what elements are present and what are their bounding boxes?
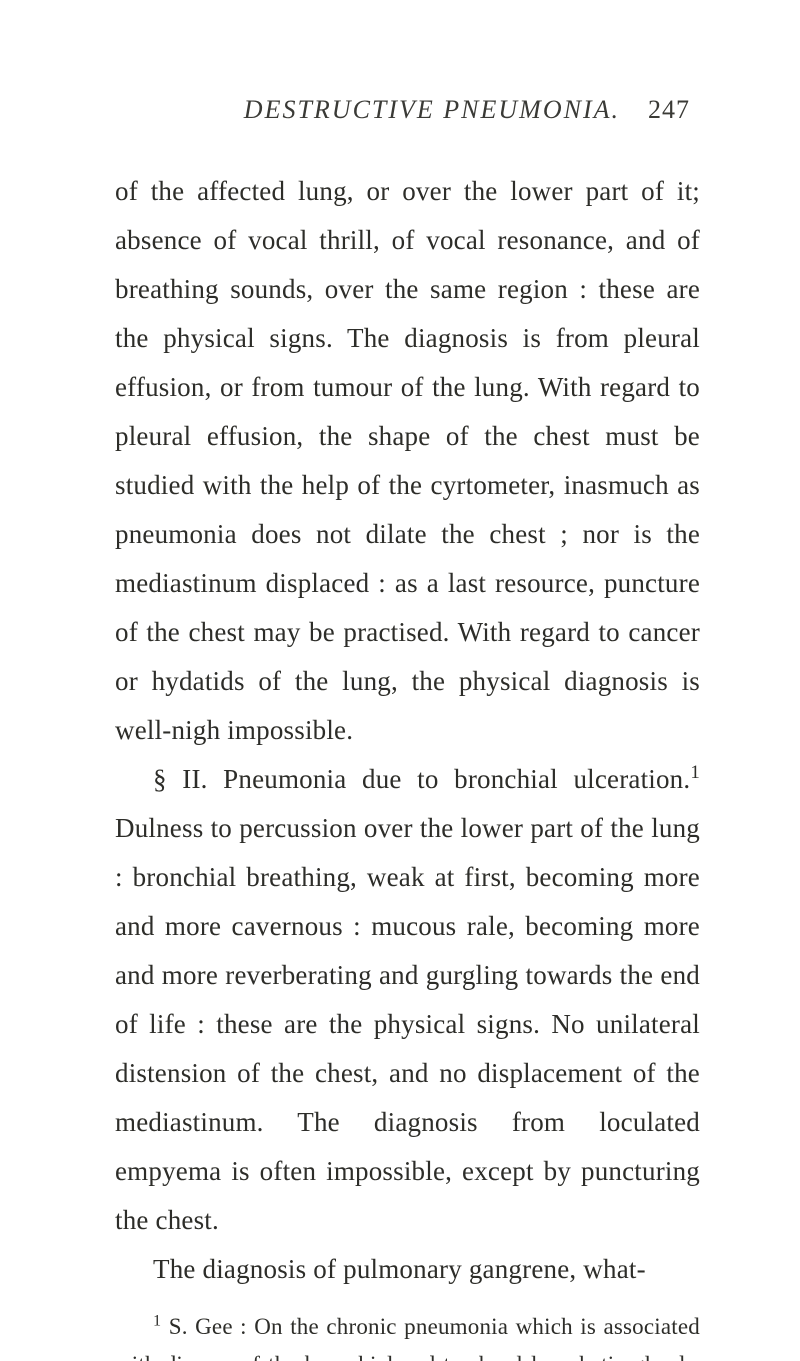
paragraph-3: The diagnosis of pulmonary gangrene, wha… bbox=[115, 1245, 700, 1294]
running-title: DESTRUCTIVE PNEUMONIA. bbox=[244, 95, 620, 125]
paragraph-2-prefix: § II. Pneumonia due to bronchial ulcerat… bbox=[153, 764, 690, 794]
footnote-ref-1: 1 bbox=[690, 762, 700, 783]
footnote-text: S. Gee : On the chronic pneumonia which … bbox=[115, 1314, 700, 1361]
body-text: of the affected lung, or over the lower … bbox=[115, 167, 700, 1294]
paragraph-2: § II. Pneumonia due to bronchial ulcerat… bbox=[115, 755, 700, 1245]
page-number: 247 bbox=[648, 95, 690, 125]
paragraph-2-rest: Dulness to percussion over the lower par… bbox=[115, 813, 700, 1235]
footnote-marker: 1 bbox=[153, 1312, 161, 1329]
running-header: DESTRUCTIVE PNEUMONIA. 247 bbox=[115, 95, 700, 125]
page: DESTRUCTIVE PNEUMONIA. 247 of the affect… bbox=[0, 0, 800, 1361]
footnote-1: 1 S. Gee : On the chronic pneumonia whic… bbox=[115, 1308, 700, 1361]
paragraph-1: of the affected lung, or over the lower … bbox=[115, 167, 700, 755]
